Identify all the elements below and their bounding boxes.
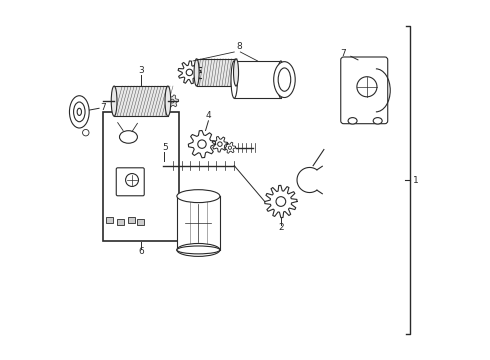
FancyBboxPatch shape [341,57,388,124]
Circle shape [198,140,206,148]
Bar [106,217,113,223]
Ellipse shape [82,130,89,136]
Ellipse shape [274,62,295,98]
Text: 7: 7 [340,49,346,58]
Bar [128,217,135,223]
Text: 5: 5 [162,143,168,152]
Polygon shape [188,131,216,158]
Bar [137,219,144,225]
Ellipse shape [348,118,357,124]
Text: 7: 7 [100,103,105,112]
Ellipse shape [373,118,382,124]
FancyBboxPatch shape [116,168,144,196]
Bar [103,112,179,241]
Bar [234,61,281,98]
Circle shape [186,69,193,76]
Ellipse shape [74,102,85,122]
Ellipse shape [165,86,171,116]
Ellipse shape [231,61,238,98]
Polygon shape [178,61,201,84]
Ellipse shape [111,86,117,116]
Ellipse shape [194,59,199,86]
Ellipse shape [70,96,89,128]
Circle shape [218,142,222,147]
Ellipse shape [177,190,220,203]
Polygon shape [265,185,297,218]
Bar [177,196,220,250]
Ellipse shape [77,108,81,116]
Text: 2: 2 [278,223,284,232]
Bar [117,219,124,225]
Text: 4: 4 [205,111,211,120]
Polygon shape [166,95,179,107]
Ellipse shape [278,68,291,91]
Text: 8: 8 [236,42,242,51]
Circle shape [228,146,232,149]
Circle shape [125,174,139,186]
Ellipse shape [234,59,239,86]
Circle shape [170,99,174,103]
Polygon shape [212,136,228,152]
Polygon shape [224,142,236,153]
Ellipse shape [120,131,137,143]
Text: 1: 1 [413,176,418,185]
Ellipse shape [278,61,284,98]
Ellipse shape [177,243,220,256]
Ellipse shape [177,246,220,254]
Text: 6: 6 [138,247,144,256]
Bar [114,86,168,116]
Bar [196,59,236,86]
Text: 3: 3 [138,67,144,76]
Circle shape [276,197,286,206]
Circle shape [357,77,377,97]
